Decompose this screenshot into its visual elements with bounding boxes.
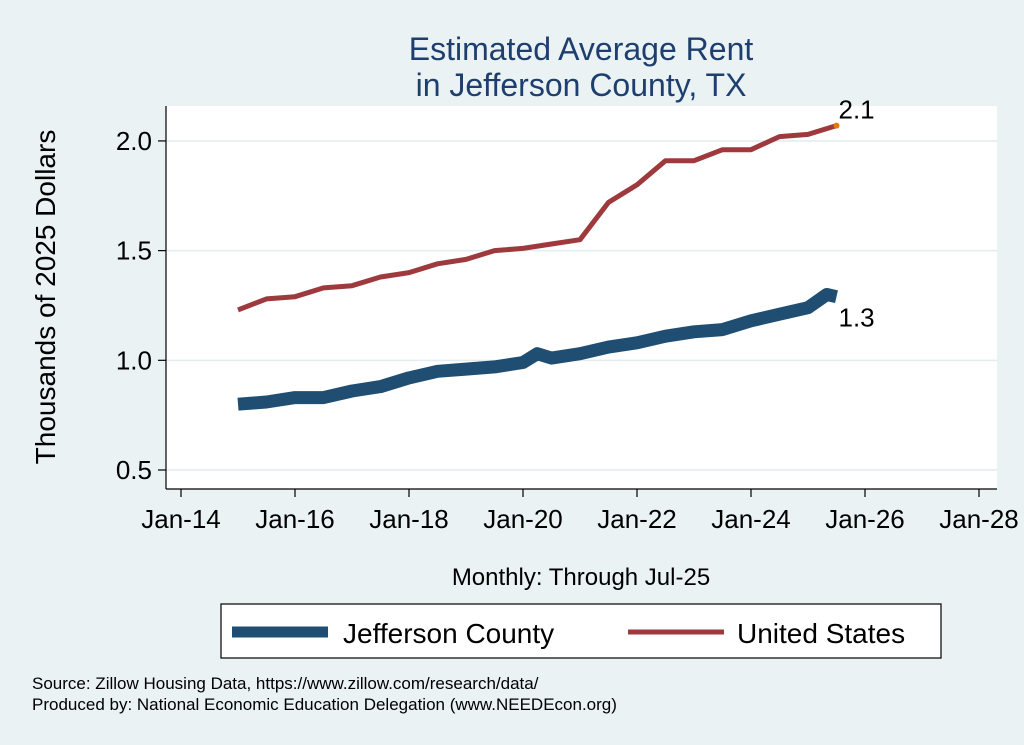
source-line-2: Produced by: National Economic Education… — [32, 695, 617, 714]
end-labels: 1.3 2.1 — [833, 95, 875, 333]
end-label-united-states: 2.1 — [839, 95, 875, 125]
y-tick-label-3: 2.0 — [116, 126, 152, 156]
x-tick-label-6: Jan-26 — [825, 504, 905, 534]
grid-lines — [166, 140, 997, 471]
x-tick-label-3: Jan-20 — [483, 504, 563, 534]
series-line-united-states — [237, 123, 838, 313]
chart-title-line-1: Estimated Average Rent — [409, 31, 754, 67]
x-tick-label-2: Jan-18 — [369, 504, 449, 534]
source-line-1: Source: Zillow Housing Data, https://www… — [32, 674, 539, 693]
x-tick-label-0: Jan-14 — [141, 504, 221, 534]
chart-title-line-2: in Jefferson County, TX — [416, 67, 747, 103]
x-tick-label-5: Jan-24 — [711, 504, 791, 534]
y-tick-label-2: 1.5 — [116, 236, 152, 266]
series-line-jefferson-county — [237, 288, 838, 411]
series-lines — [237, 123, 838, 411]
legend: Jefferson County United States — [220, 603, 942, 659]
y-tick-label-1: 1.0 — [116, 345, 152, 375]
y-tick-label-0: 0.5 — [116, 455, 152, 485]
y-axis: 0.5 1.0 1.5 2.0 — [116, 106, 167, 489]
x-tick-label-4: Jan-22 — [597, 504, 677, 534]
end-label-jefferson-county: 1.3 — [839, 303, 875, 333]
x-tick-label-1: Jan-16 — [255, 504, 335, 534]
legend-label-jefferson-county: Jefferson County — [343, 618, 554, 649]
plot-area — [166, 106, 997, 489]
x-tick-label-7: Jan-28 — [939, 504, 1019, 534]
x-axis: Jan-14 Jan-16 Jan-18 Jan-20 Jan-22 Jan-24 Jan-… — [141, 488, 1019, 534]
y-axis-label: Thousands of 2025 Dollars — [30, 130, 61, 465]
legend-label-united-states: United States — [737, 618, 905, 649]
end-marker-united-states — [833, 122, 840, 129]
legend-box — [220, 603, 942, 659]
x-axis-label: Monthly: Through Jul-25 — [452, 564, 710, 591]
